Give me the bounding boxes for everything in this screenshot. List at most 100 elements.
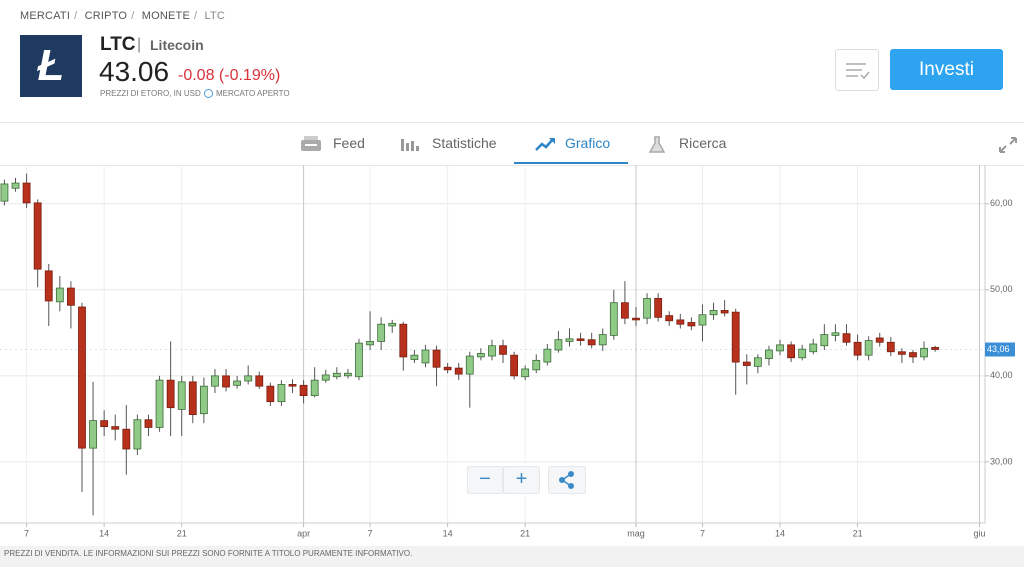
price-change: -0.08 (-0.19%) [178,67,281,84]
candle-body [787,344,796,359]
candle-body [831,332,840,336]
candle-body [864,340,873,356]
candle-body [576,338,585,341]
candle-body [510,354,519,377]
candle-body [454,367,463,375]
candle-body [676,319,685,325]
candle-body [44,270,53,302]
candle-body [643,297,651,319]
candle-body [621,302,629,319]
candle-body [720,310,729,314]
candle-body [211,375,219,387]
zoom-in-button[interactable]: + [503,466,540,494]
candle-body [122,428,131,450]
candle-body [89,420,97,449]
candle-body [842,333,851,343]
crumb[interactable]: MONETE [141,10,190,22]
candle-body [0,183,9,202]
candle-body [233,380,242,386]
expand-icon[interactable] [998,136,1018,154]
crumb-separator: / [131,10,135,22]
candle-body [476,353,485,358]
candle-body [809,343,818,353]
x-tick-label: 7 [24,528,29,538]
candle-body [266,385,275,403]
crumb-separator: / [193,10,198,22]
chart-icon [535,138,555,151]
candle-body [875,337,884,343]
candle-body [277,384,286,403]
x-tick-label: 21 [177,528,187,538]
candle-body [698,314,707,326]
tab[interactable]: Grafico [565,135,611,151]
price: 43.06 [99,56,170,87]
breadcrumb: MERCATI / CRIPTO / MONETE / LTC [20,10,229,22]
crumb-separator: / [74,10,78,22]
price-tag [985,342,1015,357]
candle-body [199,385,208,415]
crumb[interactable]: MERCATI [20,10,71,22]
list-icon [846,63,870,80]
x-tick-label: apr [297,528,310,538]
candle-body [898,351,906,355]
share-icon [559,471,574,489]
price-tag-label: 43,06 [987,344,1010,354]
candle-body [886,341,895,353]
disclaimer: PREZZI DI VENDITA. LE INFORMAZIONI SUI P… [0,546,1024,567]
candle-body [78,306,86,449]
candle-body [598,334,607,346]
research-icon [648,136,666,153]
candle-body [299,384,308,397]
separator: | [137,36,142,53]
candle-body [853,341,862,356]
candle-body [521,368,530,378]
tab[interactable]: Feed [333,135,365,151]
x-tick-label: 14 [443,528,453,538]
candle-body [632,317,640,321]
price-source: PREZZI DI ETORO, IN USD [100,89,201,98]
crumb[interactable]: CRIPTO [84,10,128,22]
x-tick-label: 14 [99,528,109,538]
tab[interactable]: Ricerca [679,135,727,151]
x-tick-label: 21 [853,528,863,538]
candle-body [55,287,64,303]
candle-body [177,381,186,410]
candle-body [565,338,574,342]
candle-body [665,315,674,322]
active-tab-indicator [514,162,628,164]
candle-body [255,375,264,387]
candle-body [332,372,341,378]
candle-body [222,375,230,388]
candle-body [432,349,441,368]
candle-body [443,366,452,371]
candle-body [100,420,109,428]
candle-body [22,182,31,204]
candle-body [399,323,408,358]
candle-body [355,342,363,378]
candle-body [321,374,330,381]
candle-body [67,287,75,306]
candle-body [931,347,940,350]
candle-body [410,354,419,360]
instrument-name: Litecoin [150,37,204,53]
x-tick-label: 7 [700,528,705,538]
candle-body [188,381,197,415]
invest-button[interactable]: Investi [890,49,1003,90]
tab[interactable]: Statistiche [432,135,497,151]
candle-body [587,339,596,346]
candle-body [798,348,807,359]
candle-body [155,379,164,428]
chart: 30,00 40,00 50,00 60,00 7 14 21 apr 7 14 21 mag 7 14 2… [0,165,1015,538]
zoom-out-button[interactable]: − [467,466,503,494]
y-tick-label: 50,00 [990,284,1013,294]
share-button[interactable] [548,466,586,494]
candle-body [543,348,552,363]
symbol: LTC [100,34,136,55]
candle-body [366,341,374,346]
candle-body [377,323,386,342]
candle-body [499,345,507,355]
watchlist-button[interactable] [835,49,879,91]
x-tick-label: mag [627,528,645,538]
candle-body [532,359,541,371]
